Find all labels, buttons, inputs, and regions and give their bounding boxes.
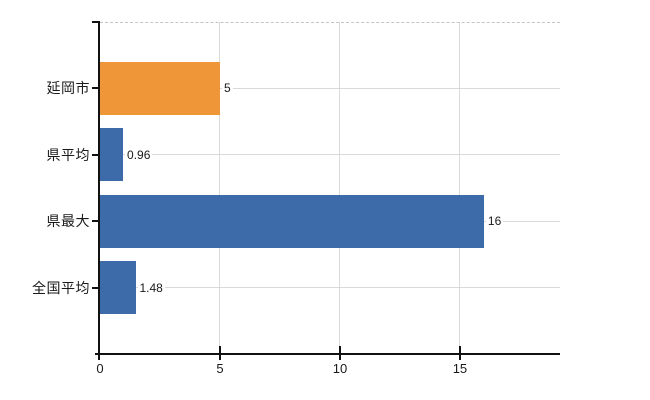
y-axis-tick <box>92 153 100 156</box>
bar <box>100 61 220 115</box>
x-axis-tick <box>218 346 221 360</box>
category-label: 延岡市 <box>46 80 90 97</box>
y-axis-tick <box>92 87 100 90</box>
bar <box>100 194 484 248</box>
x-tick-label: 5 <box>216 361 224 376</box>
x-gridline <box>339 22 341 354</box>
y-axis-tick <box>92 220 100 223</box>
y-axis <box>98 22 100 360</box>
x-tick-label: 10 <box>332 361 348 376</box>
value-label: 0.96 <box>125 146 153 163</box>
row-guide-line <box>100 87 560 89</box>
y-axis-tick <box>92 286 100 289</box>
plot-top-border <box>100 22 560 23</box>
plot-area: 5 0.96 16 1.48 <box>100 22 560 354</box>
value-label: 1.48 <box>137 279 165 296</box>
row-guide-line <box>100 154 560 156</box>
row-guide-line <box>100 287 560 289</box>
bar <box>100 261 136 315</box>
x-axis-tick <box>338 346 341 360</box>
x-tick-label: 0 <box>96 361 104 376</box>
value-label: 5 <box>221 80 233 97</box>
category-label: 全国平均 <box>32 279 90 296</box>
value-label: 16 <box>485 213 504 230</box>
bar <box>100 128 124 182</box>
x-gridline <box>459 22 461 354</box>
category-label: 県平均 <box>46 146 90 163</box>
x-axis <box>95 353 560 355</box>
category-label: 県最大 <box>46 213 90 230</box>
y-axis-top-tick <box>92 21 100 23</box>
x-gridline <box>219 22 221 354</box>
x-tick-label: 15 <box>452 361 468 376</box>
x-axis-tick <box>458 346 461 360</box>
